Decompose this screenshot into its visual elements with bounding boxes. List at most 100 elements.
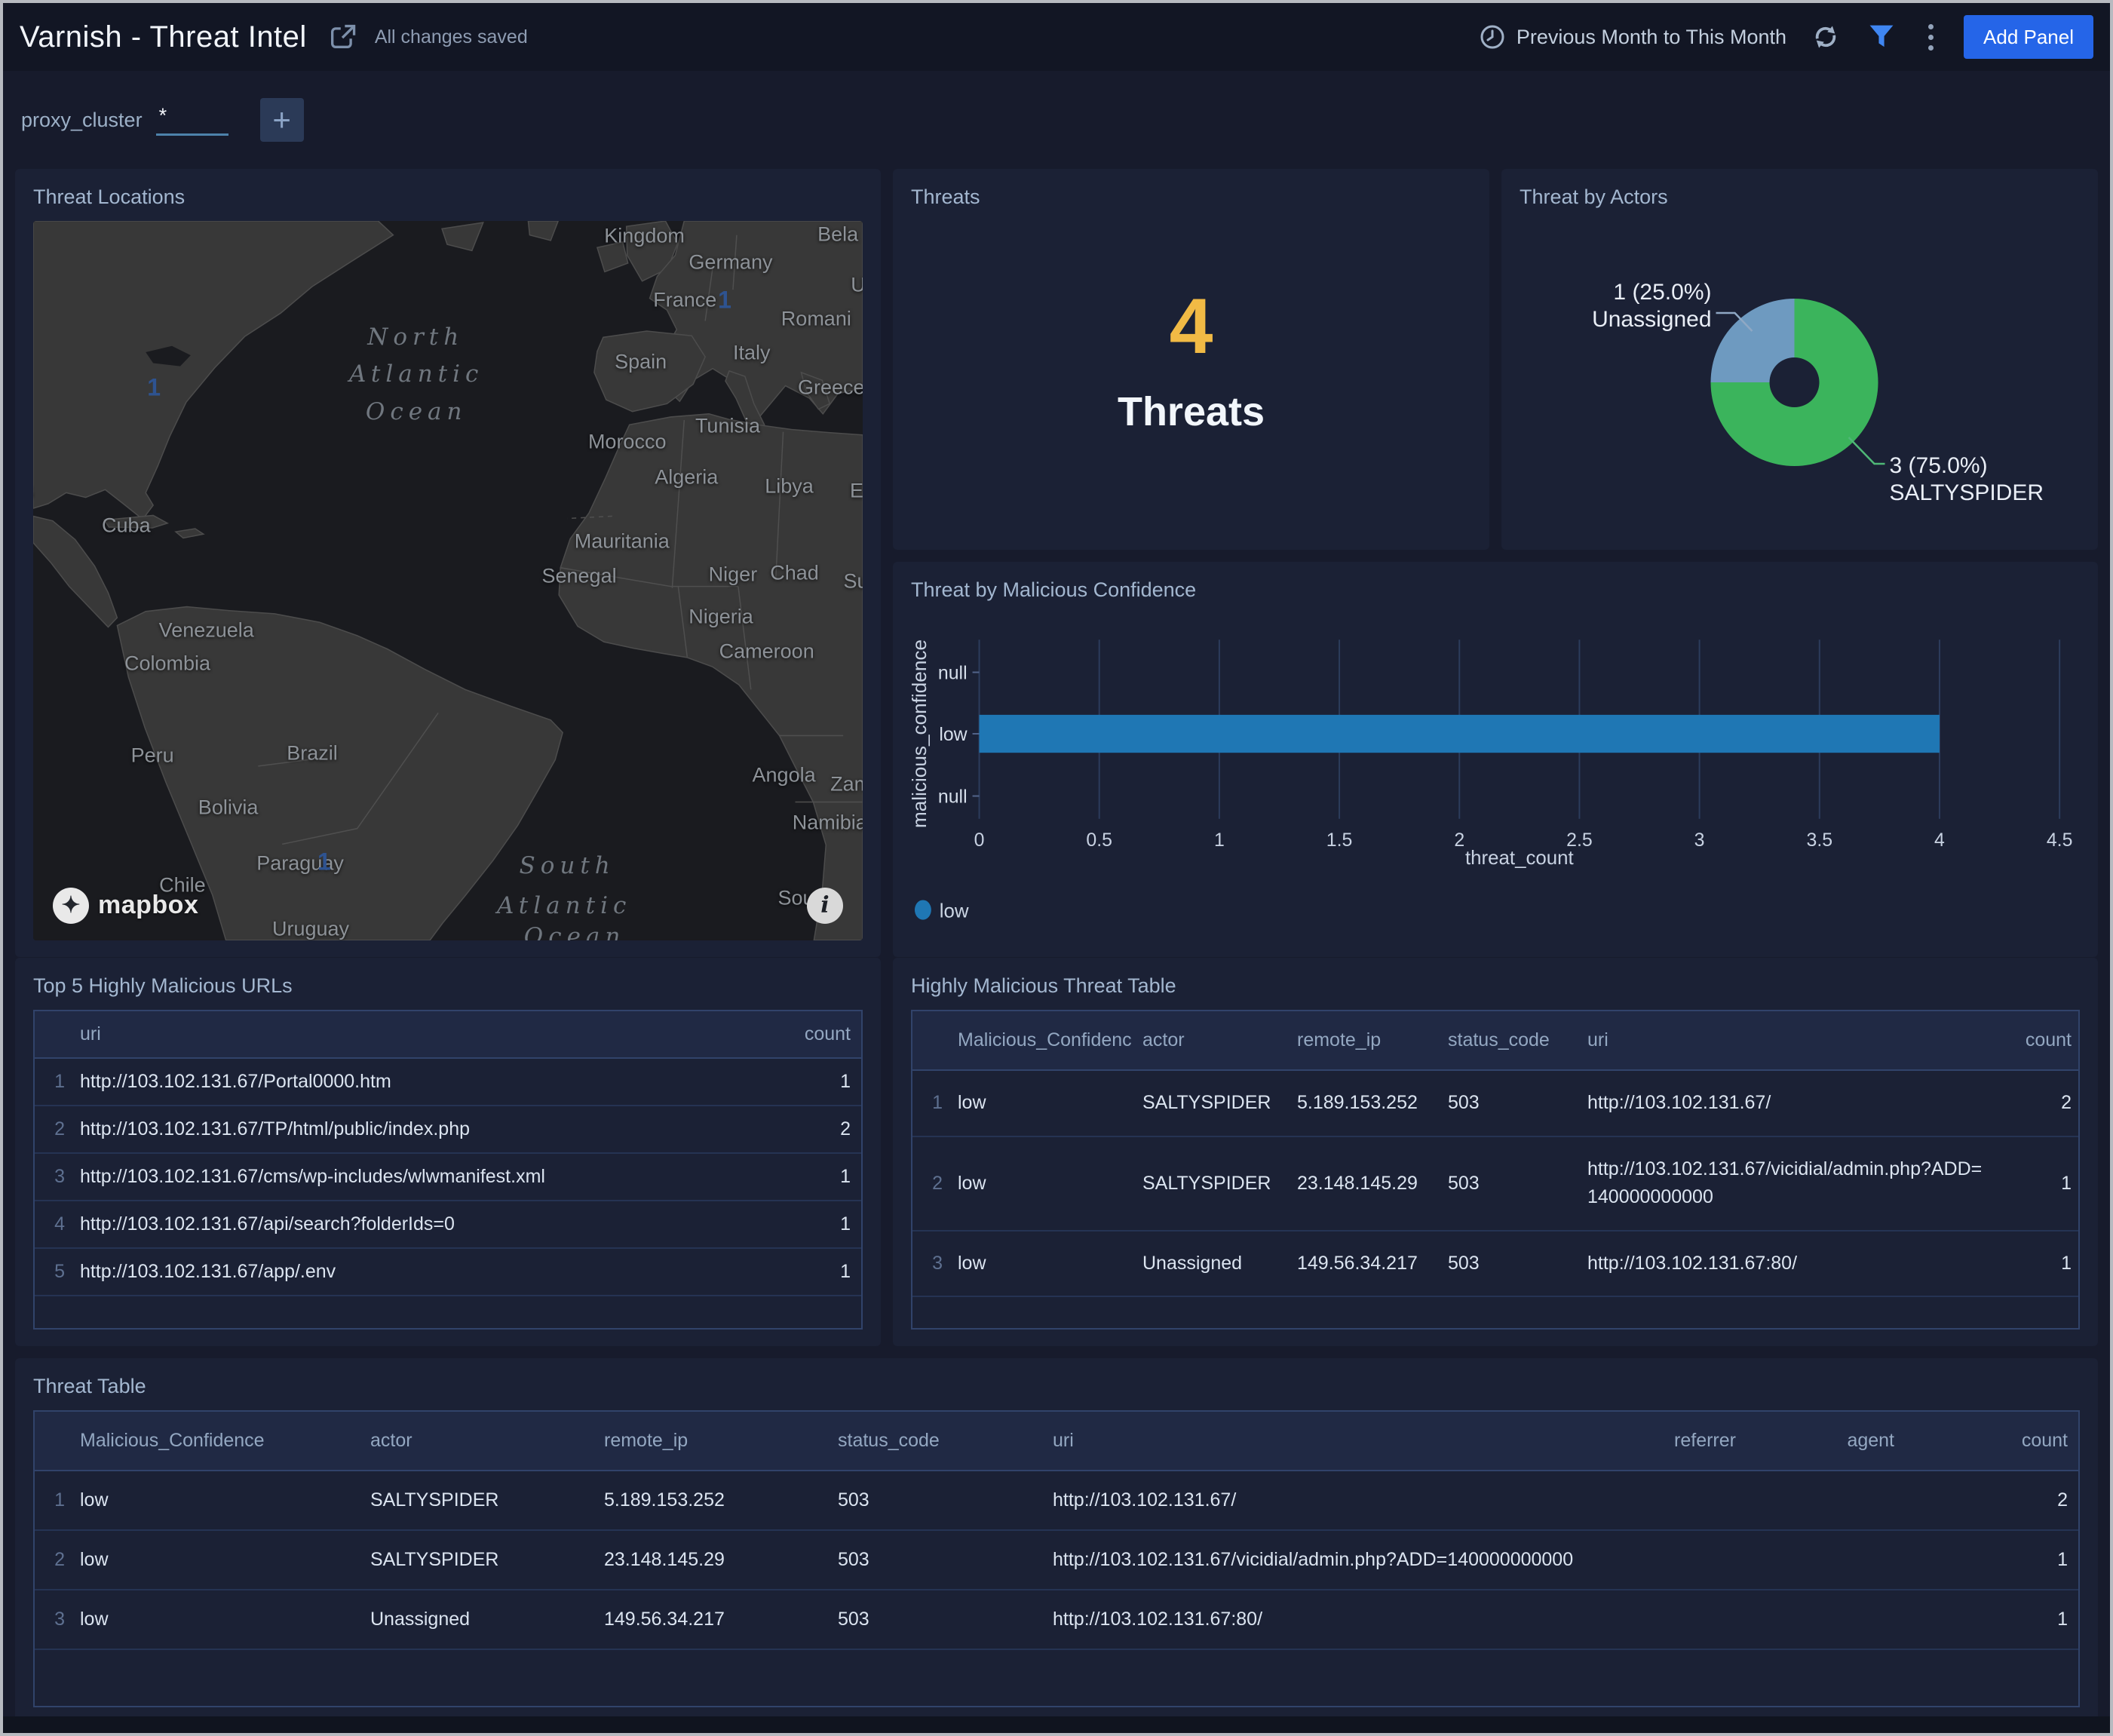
table-row[interactable]: 2 low SALTYSPIDER 23.148.145.29 503 http://10… bbox=[912, 1136, 2078, 1231]
add-filter-button[interactable]: + bbox=[259, 98, 304, 142]
cell-actor: SALTYSPIDER bbox=[1132, 1070, 1287, 1137]
cell-ip: 23.148.145.29 bbox=[1287, 1136, 1437, 1231]
cell-mc: low bbox=[69, 1590, 360, 1650]
table-row[interactable]: 4 http://103.102.131.67/api/search?folder… bbox=[35, 1201, 861, 1249]
cell-actor: SALTYSPIDER bbox=[360, 1530, 593, 1590]
column-header-ip[interactable]: remote_ip bbox=[1287, 1011, 1437, 1071]
x-tick-label: 0.5 bbox=[1086, 830, 1112, 851]
table-row[interactable]: 3 low Unassigned 149.56.34.217 503 http://103… bbox=[35, 1590, 2078, 1650]
cell-status: 503 bbox=[827, 1590, 1042, 1650]
cell-ip: 5.189.153.252 bbox=[593, 1471, 827, 1531]
cell-mc: low bbox=[947, 1136, 1132, 1231]
map-label: Spain bbox=[615, 350, 667, 373]
donut-label-unassigned-name: Unassigned bbox=[1592, 307, 1711, 332]
cell-referrer bbox=[1596, 1590, 1747, 1650]
table-row[interactable]: 3 low Unassigned 149.56.34.217 503 http://103… bbox=[912, 1230, 2078, 1297]
map-threat-marker: 1 bbox=[718, 286, 731, 314]
x-tick-label: 1.5 bbox=[1326, 830, 1353, 851]
more-options-button[interactable] bbox=[1921, 21, 1941, 54]
map-threat-marker: 1 bbox=[147, 373, 161, 401]
table-row[interactable]: 1 low SALTYSPIDER 5.189.153.252 503 http://10… bbox=[35, 1471, 2078, 1531]
column-header-count[interactable]: count bbox=[1905, 1412, 2078, 1471]
map-label: North bbox=[367, 324, 465, 351]
filter-button[interactable] bbox=[1865, 20, 1898, 54]
map-label: Namibia bbox=[792, 811, 863, 834]
time-range-label: Previous Month to This Month bbox=[1516, 25, 1787, 48]
map-label: Niger bbox=[708, 563, 758, 586]
column-header-actor[interactable]: actor bbox=[360, 1412, 593, 1471]
time-range-selector[interactable]: Previous Month to This Month bbox=[1479, 23, 1786, 51]
map-label: Kingdom bbox=[604, 224, 685, 247]
cell-uri: http://103.102.131.67/app/.env bbox=[69, 1248, 771, 1296]
column-header-uri[interactable]: uri bbox=[1042, 1412, 1596, 1471]
column-header-ip[interactable]: remote_ip bbox=[593, 1412, 827, 1471]
bar-low[interactable] bbox=[979, 714, 1940, 753]
table-row[interactable]: 2 low SALTYSPIDER 23.148.145.29 503 http://10… bbox=[35, 1530, 2078, 1590]
column-header-referrer[interactable]: referrer bbox=[1596, 1412, 1747, 1471]
column-header-uri[interactable]: uri bbox=[1577, 1011, 1999, 1071]
cell-count: 2 bbox=[1905, 1471, 2078, 1531]
cell-ip: 23.148.145.29 bbox=[593, 1530, 827, 1590]
cell-mc: low bbox=[69, 1471, 360, 1531]
map-label: Venezuela bbox=[158, 618, 254, 642]
cell-uri: http://103.102.131.67/ bbox=[1577, 1070, 1999, 1137]
table-row[interactable]: 5 http://103.102.131.67/app/.env 1 bbox=[35, 1248, 861, 1296]
row-index: 1 bbox=[912, 1070, 947, 1137]
top5-table-container: uri count 1 http://103.102.131.67/Portal000… bbox=[33, 1010, 863, 1330]
column-header-mc[interactable]: Malicious_Confidence bbox=[69, 1412, 360, 1471]
donut-label-saltyspider-name: SALTYSPIDER bbox=[1889, 480, 2044, 505]
map-label: Mauritania bbox=[574, 529, 670, 553]
map-info-button[interactable]: i bbox=[807, 887, 843, 924]
cell-uri: http://103.102.131.67/TP/html/public/ind… bbox=[69, 1106, 771, 1154]
threat-table-container: Malicious_Confidence actor remote_ip status… bbox=[33, 1410, 2080, 1707]
map-label: Libya bbox=[765, 474, 814, 498]
table-row[interactable]: 1 low SALTYSPIDER 5.189.153.252 503 http://10… bbox=[912, 1070, 2078, 1137]
cell-mc: low bbox=[69, 1530, 360, 1590]
proxy-cluster-filter-input[interactable]: * bbox=[155, 104, 228, 136]
map-label: Algeria bbox=[655, 465, 719, 489]
donut-slice-saltyspider[interactable] bbox=[1710, 299, 1878, 466]
column-header-count[interactable]: count bbox=[771, 1011, 861, 1059]
map-label: U bbox=[851, 273, 863, 296]
panel-title: Threat Locations bbox=[33, 186, 186, 208]
column-header-status[interactable]: status_code bbox=[1437, 1011, 1577, 1071]
map-label: Chad bbox=[770, 561, 819, 584]
legend-dot bbox=[914, 900, 931, 920]
column-header-agent[interactable]: agent bbox=[1747, 1412, 1905, 1471]
column-header-actor[interactable]: actor bbox=[1132, 1011, 1287, 1071]
donut-slice-unassigned[interactable] bbox=[1710, 299, 1794, 382]
column-header-index bbox=[35, 1412, 69, 1471]
column-header-mc[interactable]: Malicious_Confidence bbox=[947, 1011, 1132, 1071]
panel-title: Threats bbox=[911, 186, 980, 208]
table-row[interactable]: 1 http://103.102.131.67/Portal0000.htm 1 bbox=[35, 1058, 861, 1106]
panel-highly-malicious-threat-table: Highly Malicious Threat Table Malicious_… bbox=[893, 958, 2098, 1346]
legend-label-low[interactable]: low bbox=[940, 899, 969, 922]
cell-count: 1 bbox=[771, 1153, 861, 1201]
y-tick-label: low bbox=[939, 724, 968, 745]
panel-title: Top 5 Highly Malicious URLs bbox=[33, 974, 293, 997]
threat-table: Malicious_Confidence actor remote_ip status… bbox=[35, 1412, 2078, 1650]
info-icon: i bbox=[820, 892, 830, 919]
cell-ip: 149.56.34.217 bbox=[593, 1590, 827, 1650]
map-label: Morocco bbox=[587, 430, 667, 453]
cell-referrer bbox=[1596, 1530, 1747, 1590]
column-header-index bbox=[35, 1011, 69, 1059]
proxy-cluster-filter-label: proxy_cluster bbox=[21, 108, 143, 131]
column-header-count[interactable]: count bbox=[1999, 1011, 2078, 1071]
column-header-uri[interactable]: uri bbox=[69, 1011, 771, 1059]
map-label: Italy bbox=[733, 341, 771, 364]
panel-threat-by-actors: Threat by Actors 1 (25.0%) Unassigned 3 … bbox=[1501, 169, 2098, 550]
refresh-button[interactable] bbox=[1809, 20, 1842, 54]
cell-uri: http://103.102.131.67:80/ bbox=[1577, 1230, 1999, 1297]
map-label: Uruguay bbox=[271, 917, 350, 940]
threat-locations-map[interactable]: esKingdomBelaGermanyFranceURomaniItalySp… bbox=[33, 221, 863, 940]
threats-count-value: 4 bbox=[1169, 282, 1213, 370]
mapbox-attribution[interactable]: ✦ mapbox bbox=[53, 887, 198, 924]
table-row[interactable]: 2 http://103.102.131.67/TP/html/public/in… bbox=[35, 1106, 861, 1154]
dashboard-title: Varnish - Threat Intel bbox=[20, 20, 307, 54]
panel-threats: Threats 4 Threats bbox=[893, 169, 1489, 550]
share-button[interactable] bbox=[327, 21, 358, 53]
add-panel-button[interactable]: Add Panel bbox=[1964, 15, 2093, 59]
column-header-status[interactable]: status_code bbox=[827, 1412, 1042, 1471]
table-row[interactable]: 3 http://103.102.131.67/cms/wp-includes/w… bbox=[35, 1153, 861, 1201]
